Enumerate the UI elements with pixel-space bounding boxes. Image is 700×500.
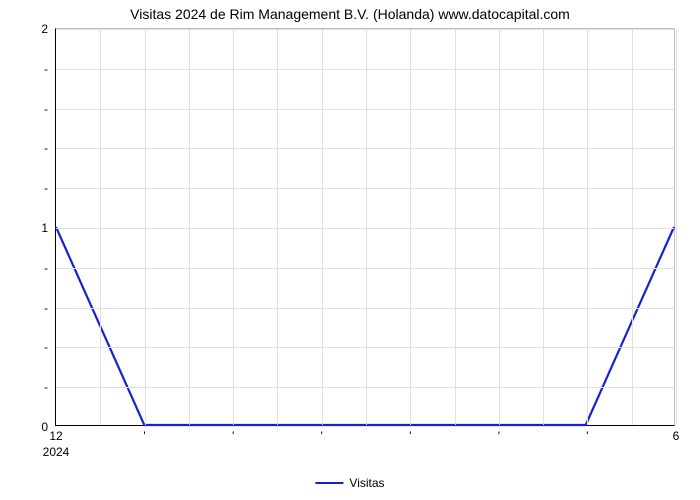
x-axis-minor-tick: ' [232, 425, 234, 443]
gridline-vertical [189, 29, 190, 425]
gridline-horizontal [56, 268, 674, 269]
y-axis-minor-tick: - [44, 261, 56, 275]
gridline-horizontal [56, 188, 674, 189]
gridline-vertical [100, 29, 101, 425]
x-axis-minor-tick: ' [586, 425, 588, 443]
x-axis-minor-tick: ' [143, 425, 145, 443]
chart-title: Visitas 2024 de Rim Management B.V. (Hol… [0, 6, 700, 22]
gridline-horizontal [56, 387, 674, 388]
gridline-vertical [499, 29, 500, 425]
gridline-horizontal [56, 308, 674, 309]
gridline-horizontal [56, 109, 674, 110]
visits-line [56, 227, 674, 425]
series-line [56, 29, 674, 425]
gridline-vertical [145, 29, 146, 425]
y-axis-minor-tick: - [44, 102, 56, 116]
legend-swatch [315, 482, 343, 484]
y-axis-minor-tick: - [44, 141, 56, 155]
x-axis-tick-label: 6 [673, 425, 680, 443]
gridline-vertical [322, 29, 323, 425]
gridline-vertical [233, 29, 234, 425]
gridline-vertical [587, 29, 588, 425]
y-axis-minor-tick: - [44, 181, 56, 195]
gridline-vertical [676, 29, 677, 425]
gridline-vertical [366, 29, 367, 425]
y-axis-tick-label: 2 [41, 22, 56, 36]
y-axis-minor-tick: - [44, 301, 56, 315]
legend: Visitas [315, 476, 384, 490]
y-axis-minor-tick: - [44, 380, 56, 394]
legend-label: Visitas [349, 476, 384, 490]
x-axis-minor-tick: ' [321, 425, 323, 443]
x-axis-tick-sublabel: 2024 [43, 425, 70, 459]
gridline-vertical [632, 29, 633, 425]
y-axis-tick-label: 1 [41, 221, 56, 235]
gridline-horizontal [56, 29, 674, 30]
gridline-vertical [277, 29, 278, 425]
x-axis-minor-tick: ' [498, 425, 500, 443]
gridline-horizontal [56, 69, 674, 70]
y-axis-minor-tick: - [44, 340, 56, 354]
gridline-horizontal [56, 347, 674, 348]
gridline-horizontal [56, 228, 674, 229]
gridline-vertical [410, 29, 411, 425]
gridline-horizontal [56, 148, 674, 149]
x-axis-minor-tick: ' [409, 425, 411, 443]
visits-chart: Visitas 2024 de Rim Management B.V. (Hol… [0, 0, 700, 500]
plot-area: 012--------1220246'''''' [55, 28, 675, 426]
y-axis-minor-tick: - [44, 62, 56, 76]
gridline-vertical [455, 29, 456, 425]
gridline-vertical [543, 29, 544, 425]
